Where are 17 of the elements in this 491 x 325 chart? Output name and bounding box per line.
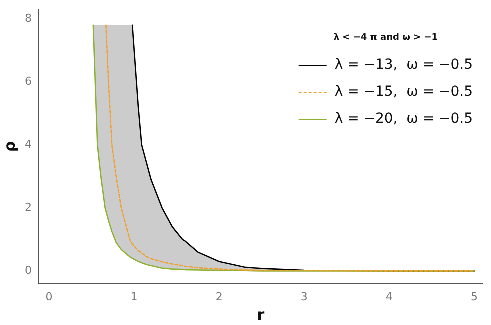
x-tick-label: 1 xyxy=(130,290,138,304)
y-tick-label: 8 xyxy=(25,12,32,25)
legend-title: λ < −4 π and ω > −1 xyxy=(334,32,438,43)
x-tick-label: 5 xyxy=(470,290,478,304)
y-tick-label: 6 xyxy=(25,74,32,88)
y-axis-title: ρ xyxy=(0,141,19,152)
y-tick-label: 2 xyxy=(25,201,32,214)
x-tick-label: 0 xyxy=(46,290,53,304)
legend-label: λ = −15, ω = −0.5 xyxy=(334,84,474,100)
legend-label: λ = −20, ω = −0.5 xyxy=(334,111,474,128)
x-tick-label: 3 xyxy=(300,290,308,304)
x-tick-label: 4 xyxy=(386,290,393,304)
legend-label: λ = −13, ω = −0.5 xyxy=(334,57,474,74)
y-tick-label: 0 xyxy=(25,264,32,278)
x-axis-title: r xyxy=(257,306,266,324)
y-tick-label: 4 xyxy=(25,138,32,151)
x-tick-label: 2 xyxy=(216,290,223,304)
